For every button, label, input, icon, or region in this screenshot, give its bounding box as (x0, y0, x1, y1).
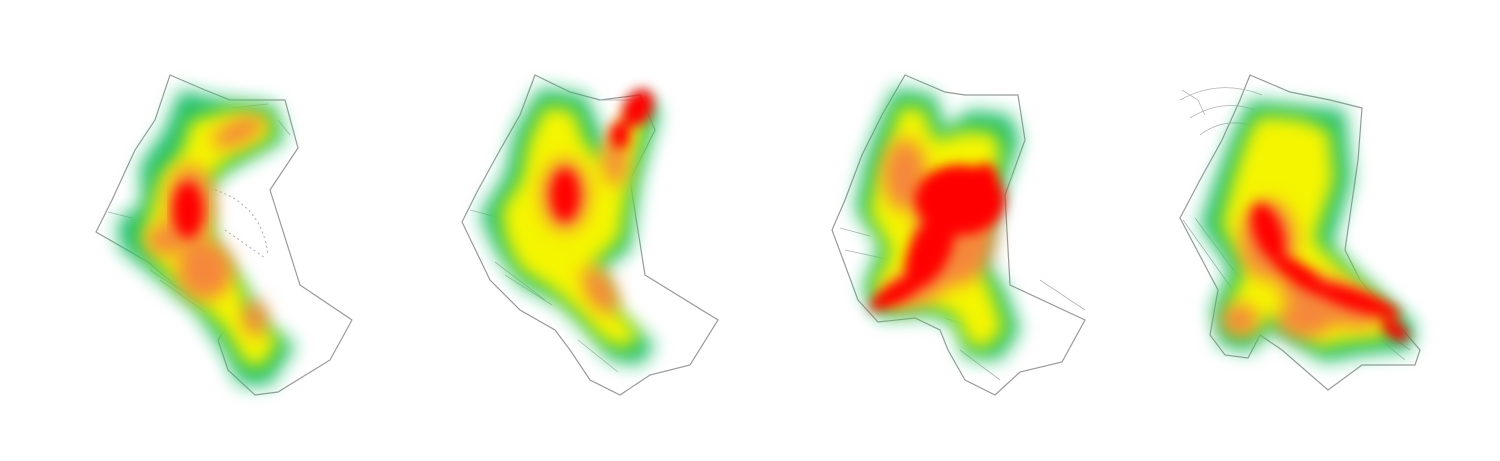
heat-layer-3 (855, 88, 1020, 360)
floor-plan-3 (831, 74, 1086, 396)
heat-layer-2 (480, 88, 660, 365)
floor-plan-1 (95, 74, 353, 396)
floor-plan-2 (461, 74, 719, 396)
floor-plan-4 (1179, 74, 1421, 391)
heat-layer-1 (118, 90, 295, 385)
heat-layer-4 (1200, 100, 1415, 362)
